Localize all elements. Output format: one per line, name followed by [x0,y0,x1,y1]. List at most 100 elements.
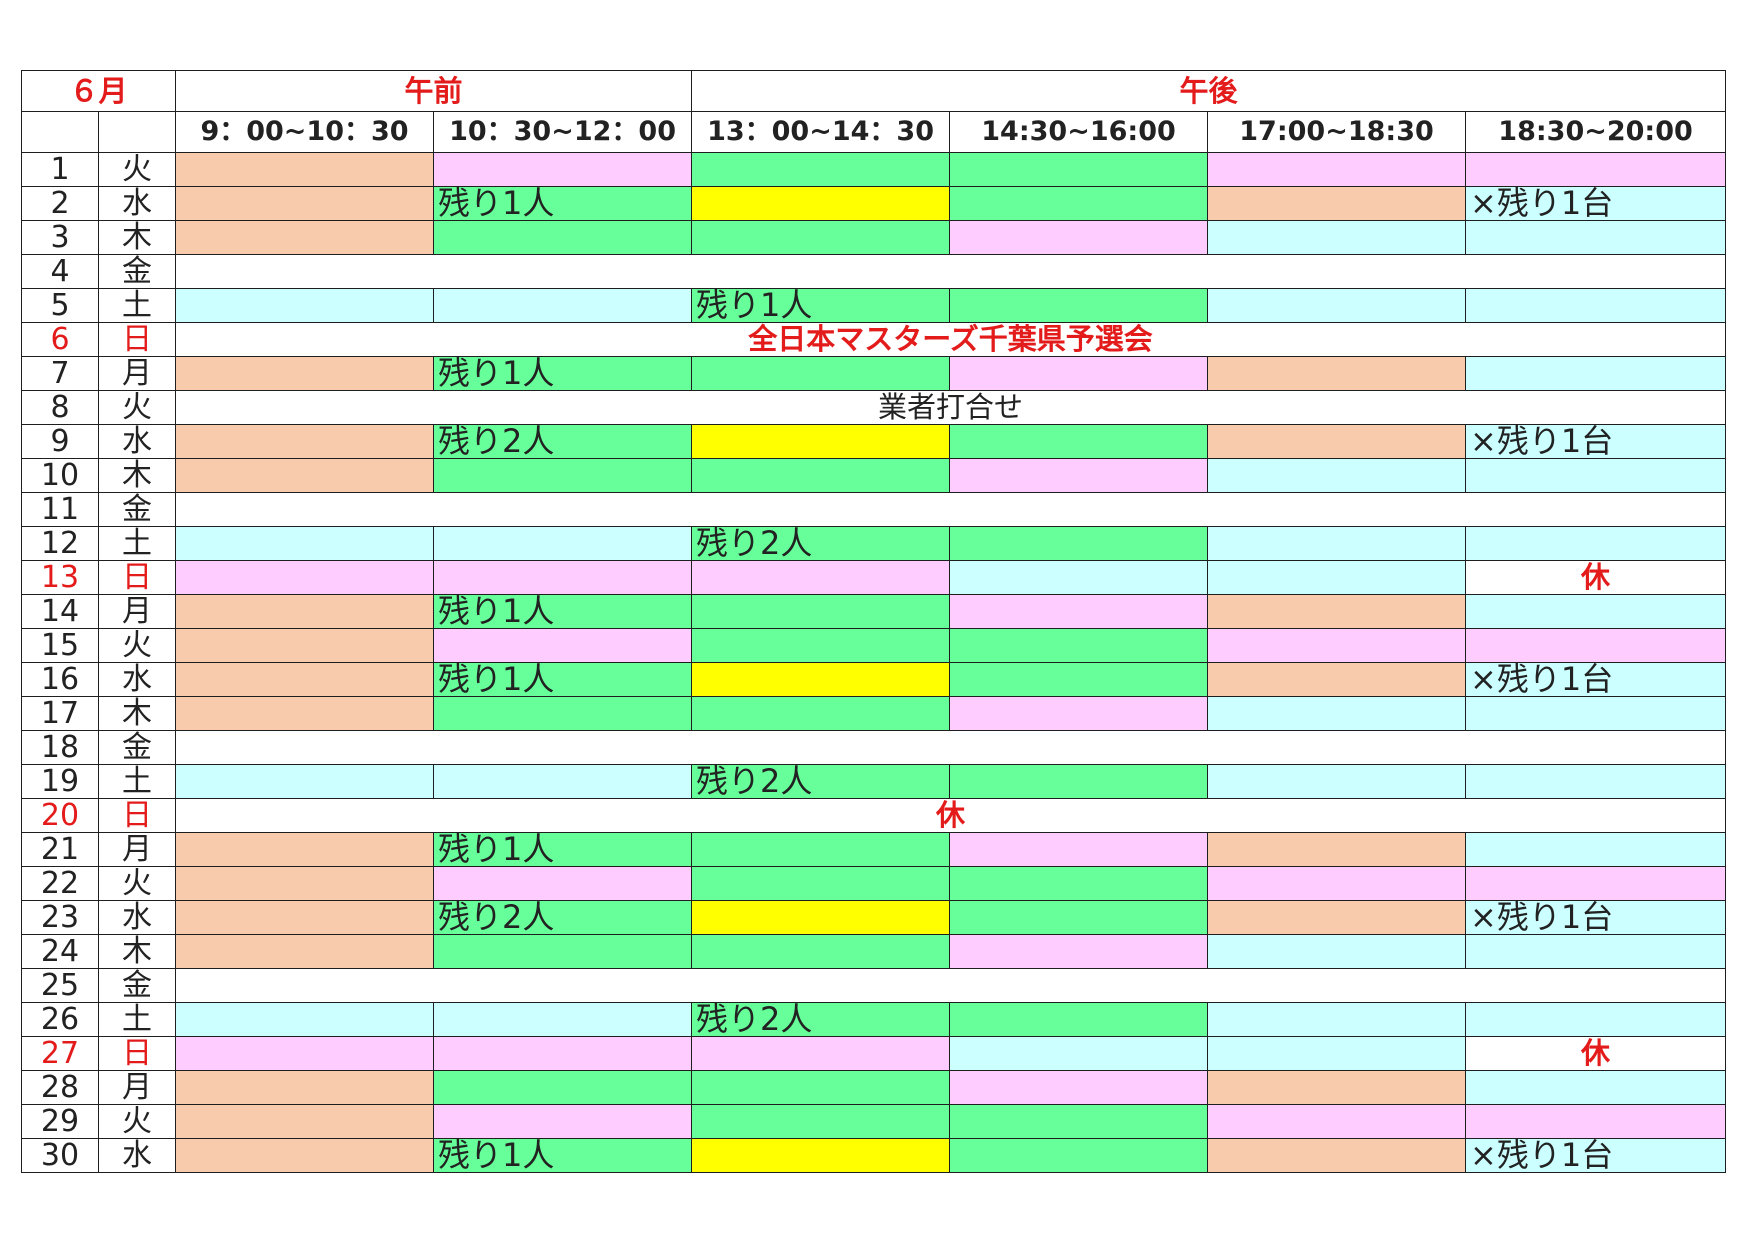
slot-cell [1465,220,1727,255]
slot-cell: 残り2人 [433,424,693,459]
slot-cell [433,628,693,663]
slot-cell [433,560,693,595]
slot-cell [949,934,1209,969]
weekday: 火 [97,866,177,901]
full-day-cell: 全日本マスターズ千葉県予選会 [175,322,1727,357]
slot-cell [1207,356,1467,391]
day-number: 3 [21,220,99,255]
slot-cell [175,1036,435,1071]
slot-cell [691,628,951,663]
slot-cell [175,832,435,867]
slot-cell [1465,288,1727,323]
table-row: 28 月 [21,1070,1727,1105]
table-row: 13 日 休 [21,560,1727,595]
slot-cell [691,1036,951,1071]
weekday: 金 [97,254,177,289]
slot-cell [175,1104,435,1139]
slot-header-3: 13：00~14：30 [691,111,951,153]
slot-cell: 休 [1465,1036,1727,1071]
slot-cell [1465,628,1727,663]
slot-cell [691,900,951,935]
slot-cell: 残り2人 [691,764,951,799]
slot-cell [433,1070,693,1105]
day-number: 23 [21,900,99,935]
weekday: 金 [97,968,177,1003]
slot-cell [1207,288,1467,323]
slot-cell: 残り1人 [433,832,693,867]
slot-cell [1207,764,1467,799]
table-row: 27 日 休 [21,1036,1727,1071]
day-number: 29 [21,1104,99,1139]
slot-cell [691,1138,951,1173]
weekday: 土 [97,1002,177,1037]
full-day-cell [175,492,1727,527]
table-row: 14 月 残り1人 [21,594,1727,629]
day-number: 27 [21,1036,99,1071]
day-number: 16 [21,662,99,697]
full-day-cell: 業者打合せ [175,390,1727,425]
slot-cell [433,934,693,969]
weekday: 火 [97,390,177,425]
day-number: 1 [21,152,99,187]
slot-cell [433,220,693,255]
slot-cell [691,152,951,187]
table-row: 17 木 [21,696,1727,731]
slot-cell [949,594,1209,629]
slot-cell [1207,458,1467,493]
day-number: 8 [21,390,99,425]
slot-cell [1207,1104,1467,1139]
slot-cell [1465,1002,1727,1037]
slot-cell [175,356,435,391]
table-row: 30 水 残り1人 ×残り1台 [21,1138,1727,1173]
slot-cell [175,1002,435,1037]
weekday: 土 [97,764,177,799]
weekday: 火 [97,1104,177,1139]
slot-cell [949,1036,1209,1071]
table-row: 8 火業者打合せ [21,390,1727,425]
slot-cell [1465,594,1727,629]
table-row: 23 水 残り2人 ×残り1台 [21,900,1727,935]
slot-cell [1207,1138,1467,1173]
header-row-slots: 9：00~10：30 10：30~12：00 13：00~14：30 14:30… [21,111,1727,153]
day-number: 21 [21,832,99,867]
slot-cell [691,832,951,867]
slot-cell [691,696,951,731]
weekday: 木 [97,934,177,969]
month-label: ６月 [20,70,177,112]
slot-cell [1465,1104,1727,1139]
weekday: 月 [97,832,177,867]
slot-cell [949,764,1209,799]
weekday: 水 [97,186,177,221]
slot-cell: 休 [1465,560,1727,595]
slot-cell [691,560,951,595]
table-row: 22 火 [21,866,1727,901]
day-number: 7 [21,356,99,391]
slot-cell [691,458,951,493]
slot-cell [175,458,435,493]
slot-cell [1207,1002,1467,1037]
slot-cell [1465,696,1727,731]
slot-cell [1465,458,1727,493]
slot-cell [175,1070,435,1105]
weekday-col-header [97,111,177,153]
slot-cell [1465,356,1727,391]
day-number: 2 [21,186,99,221]
slot-cell [691,594,951,629]
slot-cell [175,560,435,595]
slot-cell [1207,526,1467,561]
schedule-table: ６月 午前 午後 9：00~10：30 10：30~12：00 13：00~14… [20,70,1727,1173]
day-number: 6 [21,322,99,357]
slot-cell [949,628,1209,663]
slot-cell: ×残り1台 [1465,662,1727,697]
weekday: 土 [97,288,177,323]
weekday: 日 [97,798,177,833]
day-number: 18 [21,730,99,765]
weekday: 水 [97,900,177,935]
day-number: 28 [21,1070,99,1105]
slot-cell [691,1104,951,1139]
table-row: 12 土 残り2人 [21,526,1727,561]
day-number: 13 [21,560,99,595]
slot-header-4: 14:30~16:00 [949,111,1209,153]
